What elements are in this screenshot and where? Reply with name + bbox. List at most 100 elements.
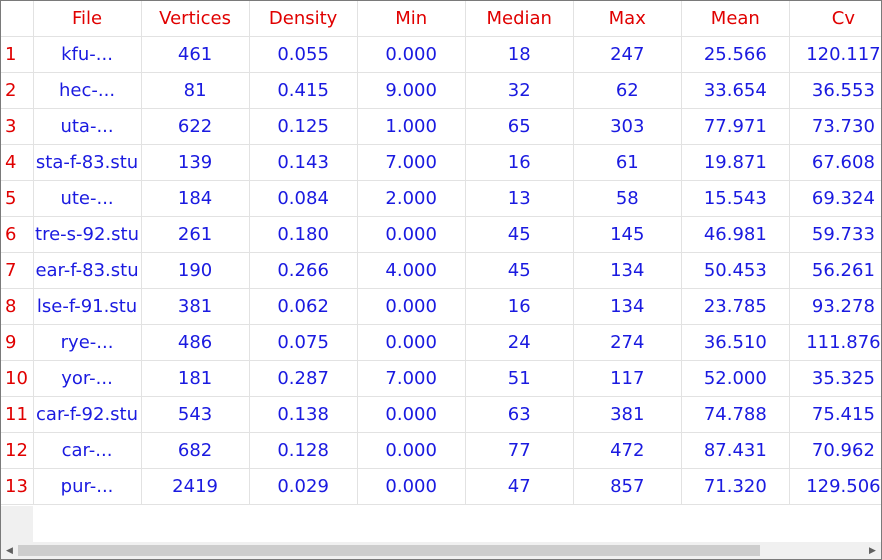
file-cell[interactable]: tre-s-92.stu bbox=[33, 216, 142, 253]
cv-cell[interactable]: 120.117 bbox=[789, 36, 881, 73]
mean-cell[interactable]: 19.871 bbox=[681, 144, 790, 181]
column-header-cv[interactable]: Cv bbox=[789, 1, 881, 37]
triangle-left-icon[interactable]: ◀ bbox=[6, 545, 13, 556]
density-cell[interactable]: 0.125 bbox=[249, 108, 358, 145]
table-row[interactable]: 4 sta-f-83.stu 139 0.143 7.000 16 61 19.… bbox=[1, 144, 881, 181]
cv-cell[interactable]: 69.324 bbox=[789, 180, 881, 217]
median-cell[interactable]: 13 bbox=[465, 180, 574, 217]
cv-cell[interactable]: 75.415 bbox=[789, 396, 881, 433]
median-cell[interactable]: 45 bbox=[465, 252, 574, 289]
cv-cell[interactable]: 73.730 bbox=[789, 108, 881, 145]
table-row[interactable]: 3 uta-... 622 0.125 1.000 65 303 77.971 … bbox=[1, 108, 881, 145]
file-cell[interactable]: lse-f-91.stu bbox=[33, 288, 142, 325]
density-cell[interactable]: 0.128 bbox=[249, 432, 358, 469]
median-cell[interactable]: 63 bbox=[465, 396, 574, 433]
table-row[interactable]: 8 lse-f-91.stu 381 0.062 0.000 16 134 23… bbox=[1, 288, 881, 325]
mean-cell[interactable]: 33.654 bbox=[681, 72, 790, 109]
max-cell[interactable]: 134 bbox=[573, 252, 682, 289]
min-cell[interactable]: 0.000 bbox=[357, 468, 466, 505]
table-row[interactable]: 5 ute-... 184 0.084 2.000 13 58 15.543 6… bbox=[1, 180, 881, 217]
table-row[interactable]: 12 car-... 682 0.128 0.000 77 472 87.431… bbox=[1, 432, 881, 469]
vertices-cell[interactable]: 184 bbox=[141, 180, 250, 217]
max-cell[interactable]: 247 bbox=[573, 36, 682, 73]
density-cell[interactable]: 0.415 bbox=[249, 72, 358, 109]
row-header[interactable]: 1 bbox=[1, 36, 34, 73]
cv-cell[interactable]: 56.261 bbox=[789, 252, 881, 289]
column-header-max[interactable]: Max bbox=[573, 1, 682, 37]
max-cell[interactable]: 134 bbox=[573, 288, 682, 325]
max-cell[interactable]: 61 bbox=[573, 144, 682, 181]
max-cell[interactable]: 58 bbox=[573, 180, 682, 217]
mean-cell[interactable]: 25.566 bbox=[681, 36, 790, 73]
cv-cell[interactable]: 129.506 bbox=[789, 468, 881, 505]
median-cell[interactable]: 32 bbox=[465, 72, 574, 109]
vertices-cell[interactable]: 381 bbox=[141, 288, 250, 325]
vertices-cell[interactable]: 682 bbox=[141, 432, 250, 469]
file-cell[interactable]: yor-... bbox=[33, 360, 142, 397]
table-row[interactable]: 2 hec-... 81 0.415 9.000 32 62 33.654 36… bbox=[1, 72, 881, 109]
density-cell[interactable]: 0.029 bbox=[249, 468, 358, 505]
mean-cell[interactable]: 52.000 bbox=[681, 360, 790, 397]
mean-cell[interactable]: 71.320 bbox=[681, 468, 790, 505]
cv-cell[interactable]: 70.962 bbox=[789, 432, 881, 469]
cv-cell[interactable]: 93.278 bbox=[789, 288, 881, 325]
file-cell[interactable]: uta-... bbox=[33, 108, 142, 145]
min-cell[interactable]: 0.000 bbox=[357, 324, 466, 361]
row-header[interactable]: 2 bbox=[1, 72, 34, 109]
column-header-median[interactable]: Median bbox=[465, 1, 574, 37]
max-cell[interactable]: 303 bbox=[573, 108, 682, 145]
median-cell[interactable]: 65 bbox=[465, 108, 574, 145]
cv-cell[interactable]: 36.553 bbox=[789, 72, 881, 109]
file-cell[interactable]: hec-... bbox=[33, 72, 142, 109]
max-cell[interactable]: 472 bbox=[573, 432, 682, 469]
vertices-cell[interactable]: 2419 bbox=[141, 468, 250, 505]
file-cell[interactable]: rye-... bbox=[33, 324, 142, 361]
vertices-cell[interactable]: 81 bbox=[141, 72, 250, 109]
max-cell[interactable]: 857 bbox=[573, 468, 682, 505]
row-header[interactable]: 5 bbox=[1, 180, 34, 217]
min-cell[interactable]: 0.000 bbox=[357, 288, 466, 325]
row-header[interactable]: 7 bbox=[1, 252, 34, 289]
min-cell[interactable]: 0.000 bbox=[357, 36, 466, 73]
vertices-cell[interactable]: 543 bbox=[141, 396, 250, 433]
table-row[interactable]: 7 ear-f-83.stu 190 0.266 4.000 45 134 50… bbox=[1, 252, 881, 289]
row-header[interactable]: 12 bbox=[1, 432, 34, 469]
file-cell[interactable]: car-... bbox=[33, 432, 142, 469]
column-header-mean[interactable]: Mean bbox=[681, 1, 790, 37]
density-cell[interactable]: 0.055 bbox=[249, 36, 358, 73]
file-cell[interactable]: car-f-92.stu bbox=[33, 396, 142, 433]
density-cell[interactable]: 0.287 bbox=[249, 360, 358, 397]
file-cell[interactable]: ear-f-83.stu bbox=[33, 252, 142, 289]
mean-cell[interactable]: 74.788 bbox=[681, 396, 790, 433]
row-header[interactable]: 6 bbox=[1, 216, 34, 253]
density-cell[interactable]: 0.266 bbox=[249, 252, 358, 289]
column-header-min[interactable]: Min bbox=[357, 1, 466, 37]
vertices-cell[interactable]: 261 bbox=[141, 216, 250, 253]
min-cell[interactable]: 7.000 bbox=[357, 144, 466, 181]
min-cell[interactable]: 2.000 bbox=[357, 180, 466, 217]
column-header-density[interactable]: Density bbox=[249, 1, 358, 37]
cv-cell[interactable]: 35.325 bbox=[789, 360, 881, 397]
file-cell[interactable]: kfu-... bbox=[33, 36, 142, 73]
density-cell[interactable]: 0.180 bbox=[249, 216, 358, 253]
triangle-right-icon[interactable]: ▶ bbox=[869, 545, 876, 556]
mean-cell[interactable]: 23.785 bbox=[681, 288, 790, 325]
median-cell[interactable]: 16 bbox=[465, 144, 574, 181]
max-cell[interactable]: 145 bbox=[573, 216, 682, 253]
row-header[interactable]: 4 bbox=[1, 144, 34, 181]
row-header[interactable]: 3 bbox=[1, 108, 34, 145]
max-cell[interactable]: 274 bbox=[573, 324, 682, 361]
mean-cell[interactable]: 36.510 bbox=[681, 324, 790, 361]
row-header[interactable]: 10 bbox=[1, 360, 34, 397]
min-cell[interactable]: 1.000 bbox=[357, 108, 466, 145]
table-row[interactable]: 13 pur-... 2419 0.029 0.000 47 857 71.32… bbox=[1, 468, 881, 505]
mean-cell[interactable]: 15.543 bbox=[681, 180, 790, 217]
median-cell[interactable]: 45 bbox=[465, 216, 574, 253]
median-cell[interactable]: 18 bbox=[465, 36, 574, 73]
density-cell[interactable]: 0.138 bbox=[249, 396, 358, 433]
vertices-cell[interactable]: 190 bbox=[141, 252, 250, 289]
max-cell[interactable]: 381 bbox=[573, 396, 682, 433]
max-cell[interactable]: 62 bbox=[573, 72, 682, 109]
density-cell[interactable]: 0.075 bbox=[249, 324, 358, 361]
median-cell[interactable]: 77 bbox=[465, 432, 574, 469]
